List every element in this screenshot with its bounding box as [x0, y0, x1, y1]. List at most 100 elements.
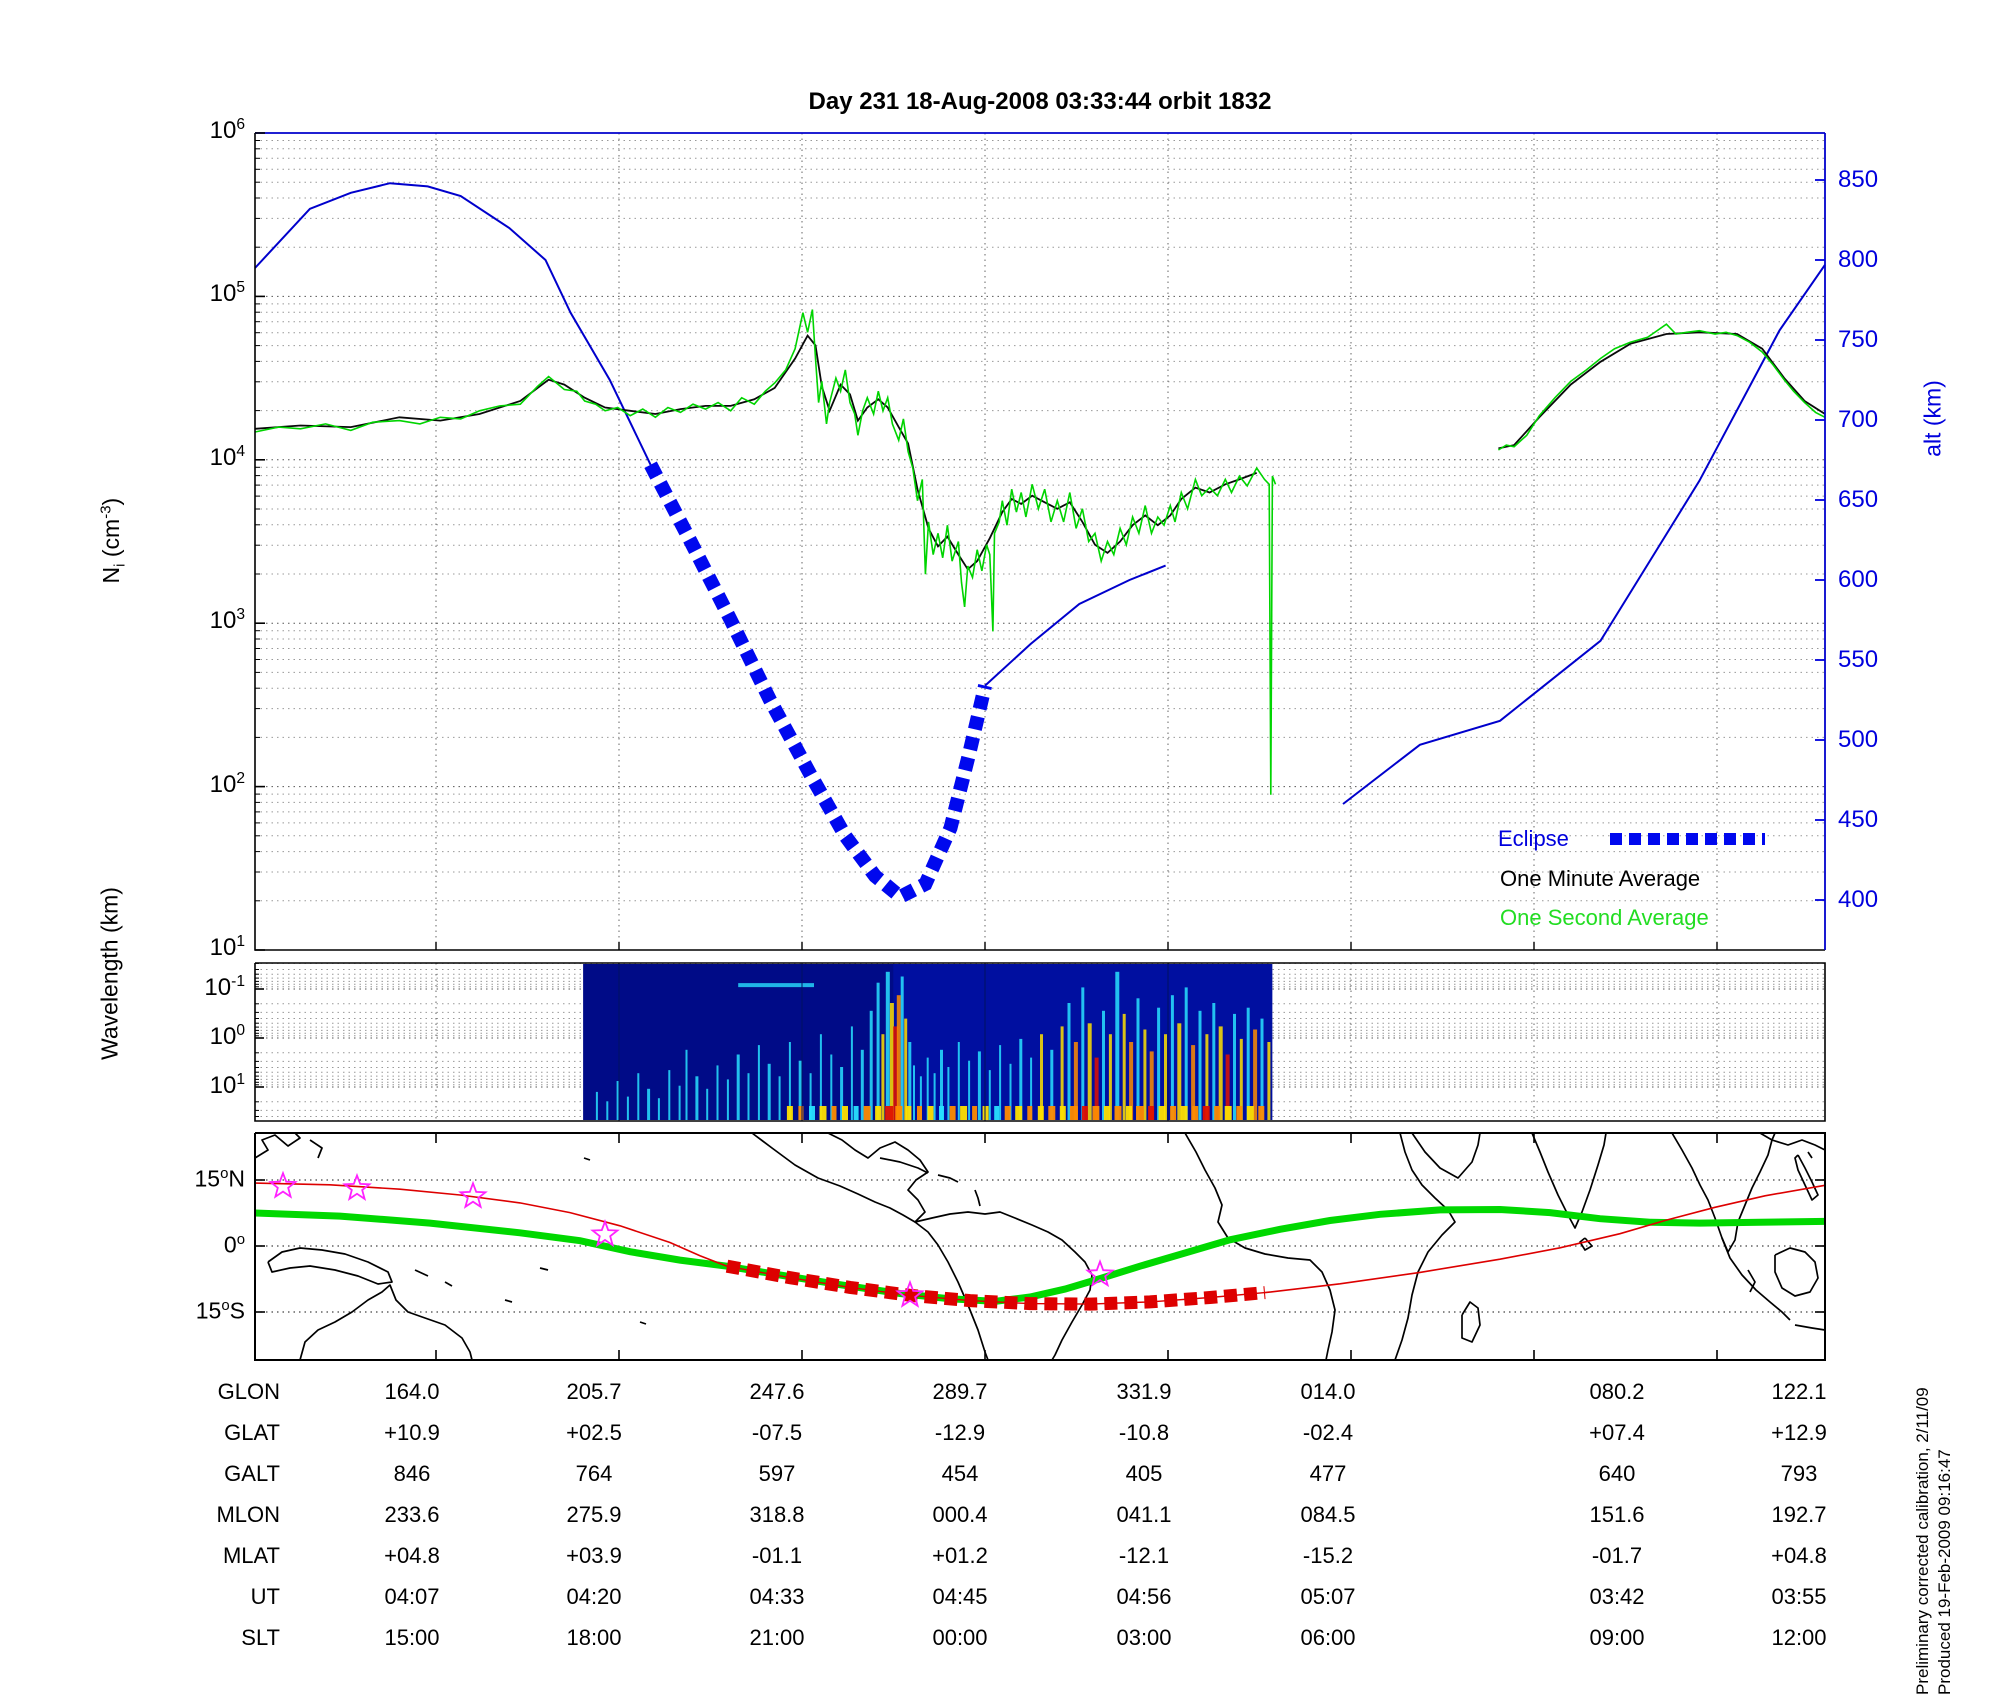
coastline — [254, 1132, 301, 1159]
table-cell: +10.9 — [384, 1420, 440, 1445]
table-cell: -15.2 — [1302, 1543, 1354, 1568]
table-cell: 247.6 — [749, 1379, 805, 1404]
coastline — [267, 1247, 393, 1285]
coastline — [504, 1299, 513, 1303]
table-row-label: GLON — [217, 1379, 280, 1404]
wavelength-y-tick-label: 10-1 — [204, 973, 245, 1001]
wavelength-panel — [254, 962, 1826, 1122]
table-cell: +12.9 — [1771, 1420, 1827, 1445]
coastline — [879, 1157, 929, 1174]
coastline — [974, 1189, 981, 1207]
coastline — [1774, 1247, 1819, 1297]
series-alt-eclipse — [644, 461, 992, 906]
table-cell: 405 — [1125, 1461, 1163, 1486]
table-cell: 477 — [1309, 1461, 1347, 1486]
production-note-line1: Preliminary corrected calibration, 2/11/… — [1913, 1387, 1932, 1695]
table-cell: 597 — [758, 1461, 796, 1486]
track-star-marker — [1085, 1259, 1115, 1288]
table-cell: 04:07 — [384, 1584, 440, 1609]
table-cell: -12.9 — [934, 1420, 986, 1445]
series-one-minute-average-seg2 — [1498, 331, 1826, 450]
table-cell: 04:56 — [1116, 1584, 1172, 1609]
table-cell: 640 — [1598, 1461, 1636, 1486]
alt-y-tick-label: 500 — [1838, 726, 1879, 753]
coastline — [1794, 1324, 1826, 1331]
coastline — [751, 1132, 929, 1223]
coastline — [414, 1269, 429, 1277]
coastline — [539, 1267, 549, 1271]
alt-y-tick-label: 650 — [1838, 486, 1879, 513]
coastline — [1394, 1132, 1456, 1361]
series-one-second-average — [254, 309, 1277, 795]
table-cell: 12:00 — [1771, 1625, 1827, 1650]
table-cell: 331.9 — [1116, 1379, 1172, 1404]
table-cell: 04:20 — [566, 1584, 622, 1609]
alt-y-axis-label: alt (km) — [1919, 380, 1946, 457]
map-green-track — [254, 1205, 1826, 1305]
table-cell: +04.8 — [384, 1543, 440, 1568]
coastline — [309, 1139, 323, 1159]
table-cell: 09:00 — [1589, 1625, 1645, 1650]
density-y-tick-label: 106 — [209, 116, 245, 144]
alt-y-tick-label: 800 — [1838, 246, 1879, 273]
table-row-label: UT — [250, 1584, 280, 1609]
table-cell: 275.9 — [566, 1502, 622, 1527]
density-y-tick-label: 102 — [209, 769, 245, 798]
table-row-label: MLAT — [222, 1543, 280, 1568]
track-star-marker — [458, 1180, 488, 1209]
table-cell: 15:00 — [384, 1625, 440, 1650]
coastline — [1184, 1132, 1336, 1361]
alt-y-tick-label: 400 — [1838, 886, 1879, 913]
coastline — [914, 1221, 989, 1361]
production-notes: Preliminary corrected calibration, 2/11/… — [1912, 1387, 1956, 1695]
track-star-marker — [895, 1279, 925, 1308]
alt-y-tick-label: 750 — [1838, 326, 1879, 353]
legend-eclipse-dash-sample — [1610, 833, 1765, 845]
table-cell: 164.0 — [384, 1379, 440, 1404]
table-cell: 454 — [941, 1461, 979, 1486]
density-y-tick-label: 101 — [209, 933, 245, 961]
track-star-marker — [590, 1219, 620, 1248]
table-row-label: GLAT — [224, 1420, 280, 1445]
table-row-label: GALT — [224, 1461, 280, 1486]
table-cell: 764 — [575, 1461, 613, 1486]
alt-y-tick-label: 550 — [1838, 646, 1879, 673]
table-cell: 03:42 — [1589, 1584, 1645, 1609]
table-cell: +03.9 — [566, 1543, 622, 1568]
table-cell: 080.2 — [1589, 1379, 1645, 1404]
density-y-tick-label: 103 — [209, 606, 245, 635]
coastline — [914, 1211, 1093, 1361]
density-panel — [254, 132, 1826, 951]
track-star-marker — [268, 1170, 298, 1199]
table-row-label: SLT — [241, 1625, 280, 1650]
table-cell: 05:07 — [1300, 1584, 1356, 1609]
table-cell: 122.1 — [1771, 1379, 1827, 1404]
table-cell: 846 — [393, 1461, 431, 1486]
legend-eclipse-label: Eclipse — [1498, 826, 1569, 851]
table-cell: 793 — [1780, 1461, 1818, 1486]
table-cell: +07.4 — [1589, 1420, 1645, 1445]
legend-one-second-label: One Second Average — [1500, 905, 1709, 930]
table-cell: 000.4 — [932, 1502, 988, 1527]
table-row-label: MLON — [216, 1502, 280, 1527]
figure-title: Day 231 18-Aug-2008 03:33:44 orbit 1832 — [808, 88, 1272, 115]
wavelength-y-axis-label: Wavelength (km) — [96, 887, 123, 1060]
coastline — [1747, 1269, 1756, 1293]
table-cell: -01.7 — [1591, 1543, 1643, 1568]
series-alt-post-eclipse — [984, 564, 1166, 687]
table-cell: -12.1 — [1118, 1543, 1170, 1568]
coastline — [299, 1284, 473, 1361]
alt-y-tick-label: 450 — [1838, 806, 1879, 833]
table-cell: 06:00 — [1300, 1625, 1356, 1650]
table-cell: -07.5 — [751, 1420, 803, 1445]
series-one-second-average-seg2 — [1497, 323, 1826, 451]
table-cell: 205.7 — [566, 1379, 622, 1404]
density-y-tick-label: 104 — [209, 442, 245, 471]
table-cell: 289.7 — [932, 1379, 988, 1404]
table-cell: 00:00 — [932, 1625, 988, 1650]
coastline — [583, 1157, 591, 1161]
wavelength-y-tick-label: 100 — [209, 1022, 245, 1050]
map-lat-tick-label: 0o — [223, 1231, 245, 1258]
alt-y-tick-label: 600 — [1838, 566, 1879, 593]
